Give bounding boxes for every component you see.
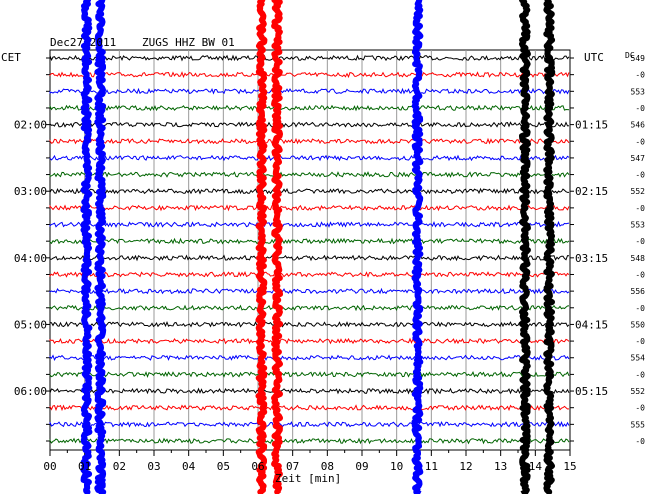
event-band (255, 0, 268, 494)
event-band (543, 0, 556, 494)
trace-row (49, 387, 570, 395)
dc-value: 552 (631, 187, 646, 196)
trace-row (49, 404, 570, 412)
header-date: Dec27 2011 (50, 36, 116, 49)
utc-hour-label: 04:15 (575, 318, 608, 331)
x-tick-label: 12 (459, 460, 472, 473)
utc-hour-label: 03:15 (575, 252, 608, 265)
trace-row (49, 237, 570, 245)
trace-row (49, 54, 570, 62)
dc-value: 549 (631, 54, 646, 63)
trace-row (49, 220, 570, 228)
dc-value: -0 (635, 370, 645, 379)
x-tick-label: 00 (43, 460, 56, 473)
trace-row (49, 287, 570, 295)
event-band (271, 0, 284, 494)
x-tick-label: 14 (529, 460, 543, 473)
x-axis-label: Zeit [min] (275, 472, 341, 485)
trace-row (49, 137, 570, 145)
dc-value: -0 (635, 71, 645, 80)
dc-value: -0 (635, 204, 645, 213)
x-tick-label: 06 (251, 460, 264, 473)
grid (46, 49, 574, 456)
dc-value: 554 (631, 354, 646, 363)
event-band (80, 0, 93, 494)
header-station: ZUGS HHZ BW 01 (142, 36, 235, 49)
trace-row (49, 187, 569, 195)
dc-label: DC (625, 51, 635, 60)
dc-value: 553 (631, 87, 646, 96)
dc-value: 547 (631, 154, 646, 163)
x-tick-label: 02 (113, 460, 126, 473)
event-band (411, 0, 424, 494)
dc-value: -0 (635, 171, 645, 180)
trace-row (49, 354, 570, 361)
dc-value: 546 (631, 121, 646, 130)
dc-value: -0 (635, 304, 645, 313)
trace-row (49, 304, 570, 312)
x-tick-label: 05 (217, 460, 230, 473)
trace-row (49, 337, 570, 345)
trace-row (49, 437, 570, 445)
trace-row (49, 204, 570, 212)
x-tick-label: 13 (494, 460, 507, 473)
trace-row (49, 370, 570, 379)
cet-label: CET (1, 51, 21, 64)
x-tick-label: 01 (78, 460, 91, 473)
dc-value: 548 (631, 254, 646, 263)
x-tick-label: 09 (355, 460, 368, 473)
trace-row (49, 71, 570, 79)
x-tick-label: 15 (563, 460, 576, 473)
x-tick-label: 07 (286, 460, 299, 473)
dc-value: -0 (635, 104, 645, 113)
event-bands (80, 0, 556, 494)
event-band (94, 0, 107, 494)
labels: Dec27 2011 ZUGS HHZ BW 01 CET UTC DC Zei… (1, 36, 645, 485)
trace-row (49, 87, 570, 95)
x-tick-label: 08 (321, 460, 334, 473)
trace-row (49, 171, 570, 178)
dc-value: -0 (635, 337, 645, 346)
dc-value: 552 (631, 387, 646, 396)
trace-row (49, 320, 570, 328)
x-tick-label: 04 (182, 460, 196, 473)
x-tick-label: 10 (390, 460, 403, 473)
trace-row (49, 271, 570, 278)
dc-value: 556 (631, 287, 646, 296)
utc-hour-label: 05:15 (575, 385, 608, 398)
dc-value: -0 (635, 270, 645, 279)
x-tick-label: 11 (425, 460, 438, 473)
cet-hour-label: 05:00 (14, 318, 47, 331)
trace-row (49, 104, 570, 112)
trace-row (49, 254, 570, 262)
utc-label: UTC (584, 51, 604, 64)
dc-value: 550 (631, 320, 646, 329)
trace-lines (49, 54, 570, 445)
x-tick-label: 03 (147, 460, 160, 473)
event-band (519, 0, 531, 494)
dc-value: -0 (635, 404, 645, 413)
dc-value: -0 (635, 437, 645, 446)
dc-value: -0 (635, 137, 645, 146)
trace-row (49, 420, 570, 428)
cet-hour-label: 04:00 (14, 252, 47, 265)
trace-row (49, 121, 570, 128)
cet-hour-label: 06:00 (14, 385, 47, 398)
utc-hour-label: 01:15 (575, 119, 608, 132)
dc-value: 553 (631, 221, 646, 230)
trace-row (49, 154, 570, 162)
utc-hour-label: 02:15 (575, 185, 608, 198)
dc-value: 555 (631, 420, 646, 429)
cet-hour-label: 02:00 (14, 119, 47, 132)
cet-hour-label: 03:00 (14, 185, 47, 198)
dc-value: -0 (635, 237, 645, 246)
